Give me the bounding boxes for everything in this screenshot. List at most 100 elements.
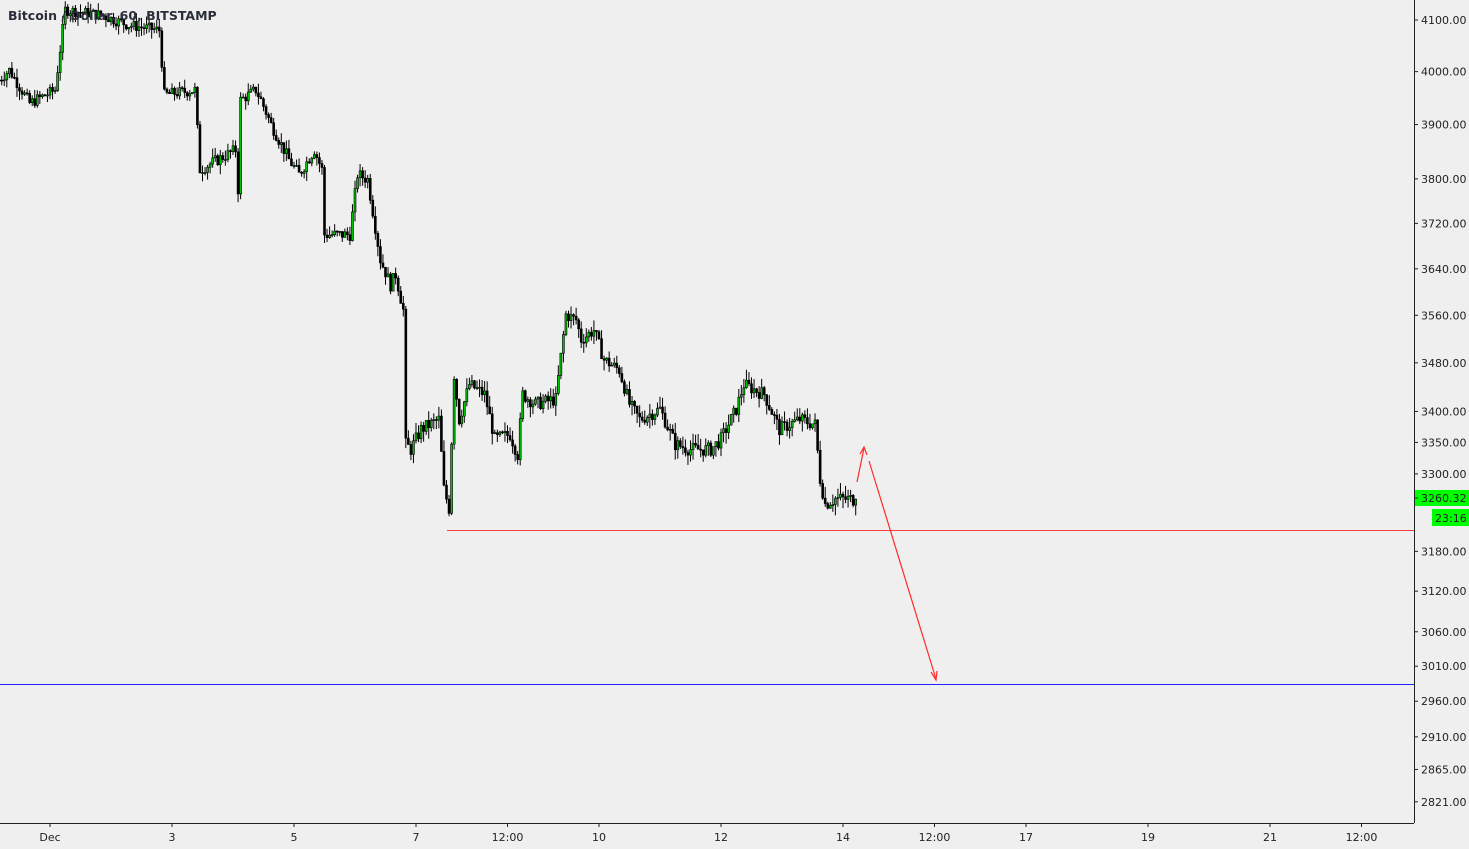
candle [846,489,850,508]
candle [211,148,214,168]
candle [135,13,138,37]
candle [429,417,433,432]
candle [168,89,171,94]
candle [455,378,458,407]
candle [623,379,626,397]
candle [122,19,126,33]
candle [633,400,636,415]
candle [173,86,176,101]
candle [226,143,230,163]
candle [20,87,24,100]
candle [595,330,598,341]
candle [793,411,797,423]
candle [442,440,446,487]
candle [361,167,364,186]
candle [74,4,77,23]
candle [605,357,608,364]
candle [152,22,156,34]
candle [374,206,377,240]
candle [193,82,197,98]
candle [681,436,685,455]
candle [478,379,481,398]
candle [503,422,507,442]
candle [841,491,845,509]
candle [709,440,713,457]
candle [417,425,420,443]
candle [460,409,464,428]
candle [579,321,583,348]
candle [114,16,118,31]
candle [447,495,451,517]
candle [658,396,662,410]
price-tick-label: 3480.00 [1421,357,1467,370]
candle [424,420,428,435]
candle [419,421,423,444]
time-axis-ticks: Dec 3 5 7 12:00 10 12 14 12:00 17 19 21 12:00 [39,823,1377,844]
candle [69,10,72,22]
candle [196,86,199,129]
candle [465,378,469,407]
candle [666,419,669,432]
candle [8,67,11,79]
candle [234,140,237,158]
candle [671,424,675,434]
candle [5,70,9,88]
candle [834,496,837,516]
candle [297,158,301,173]
candle [132,16,136,31]
candle [645,415,649,426]
time-axis[interactable] [0,824,1414,849]
candle [600,330,603,360]
candle [551,388,555,409]
candle [175,87,179,99]
candle [582,333,586,353]
candle [127,27,131,35]
candle [310,156,314,167]
candle [145,16,148,34]
drawn-arrows[interactable] [856,445,938,682]
candle [249,84,253,93]
arrow-up-line[interactable] [856,447,865,483]
candle [244,93,248,110]
price-tick-label: 2910.00 [1421,731,1467,744]
arrow-down-line[interactable] [868,460,937,680]
candle [274,129,278,142]
candle [381,254,385,269]
candle [607,351,611,372]
arrow-down-head [930,670,938,682]
candle [46,88,49,103]
candle [396,275,400,297]
time-tick-label: 17 [1019,831,1033,844]
candle [96,3,100,21]
candle [808,413,812,431]
candle [290,152,293,167]
candle [63,1,67,30]
candle [523,389,527,404]
candle [668,423,672,441]
candle [679,438,682,450]
candle [414,422,418,444]
candle [661,397,664,420]
time-tick-label: 12 [714,831,728,844]
candle [457,398,461,426]
candle [849,489,852,503]
candle [717,434,720,451]
candle [612,357,616,368]
candle [722,422,725,443]
candle [213,147,217,162]
candle [719,428,723,457]
candle [521,386,525,422]
candle [765,394,769,415]
price-axis[interactable] [1414,0,1469,849]
candle [574,307,578,325]
candle [254,86,258,97]
candle [745,369,748,389]
candle [142,23,146,36]
candle [325,228,329,243]
candle [155,19,159,34]
price-tick-label: 3400.00 [1421,405,1467,418]
candle [638,405,641,428]
candle [170,83,174,94]
candle [356,174,359,193]
